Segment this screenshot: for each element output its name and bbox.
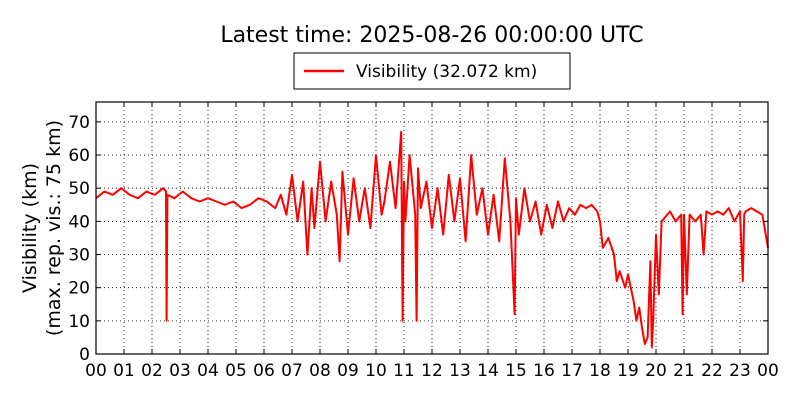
y-tick-label: 50 [68,179,90,199]
x-tick-label: 22 [701,361,723,381]
x-tick-label: 21 [673,361,695,381]
legend: Visibility (32.072 km) [293,52,571,90]
y-tick-label: 40 [68,212,90,232]
x-tick-label: 00 [85,361,107,381]
y-tick-label: 0 [79,345,90,365]
x-tick-label: 13 [449,361,471,381]
series-line-0 [95,130,769,349]
x-tick-label: 06 [253,361,275,381]
y-tick-label: 60 [68,146,90,166]
x-tick-label: 07 [281,361,303,381]
y-tick-label: 30 [68,246,90,266]
chart-title: Latest time: 2025-08-26 00:00:00 UTC [220,23,643,48]
y-tick-label: 20 [68,279,90,299]
x-tick-label: 01 [113,361,135,381]
y-axis-label-line1: Visibility (km) [19,163,41,293]
legend-label: Visibility (32.072 km) [356,62,537,82]
y-axis-ticks: 0 10 20 30 40 50 60 70 [68,113,768,365]
x-tick-label: 11 [393,361,415,381]
x-tick-label: 17 [561,361,583,381]
x-tick-label: 03 [169,361,191,381]
x-tick-label: 20 [645,361,667,381]
x-tick-label: 05 [225,361,247,381]
y-tick-label: 70 [68,113,90,133]
x-tick-label: 10 [365,361,387,381]
y-tick-label: 10 [68,312,90,332]
x-axis-ticks: 00 01 02 03 04 05 06 07 08 09 10 11 12 13 14 15 16 17 18 19… [85,102,779,381]
x-tick-label: 04 [197,361,219,381]
x-tick-label: 12 [421,361,443,381]
x-tick-label: 08 [309,361,331,381]
x-tick-label: 23 [729,361,751,381]
x-tick-label: 19 [617,361,639,381]
y-axis-label-line2: (max. rep. vis.: 75 km) [43,120,65,336]
x-tick-label: 14 [477,361,499,381]
x-tick-label: 00 [757,361,779,381]
x-tick-label: 02 [141,361,163,381]
y-axis-label: Visibility (km) (max. rep. vis.: 75 km) [19,120,65,336]
x-tick-label: 09 [337,361,359,381]
x-tick-label: 18 [589,361,611,381]
series-lines [95,130,769,349]
x-tick-label: 16 [533,361,555,381]
x-tick-label: 15 [505,361,527,381]
